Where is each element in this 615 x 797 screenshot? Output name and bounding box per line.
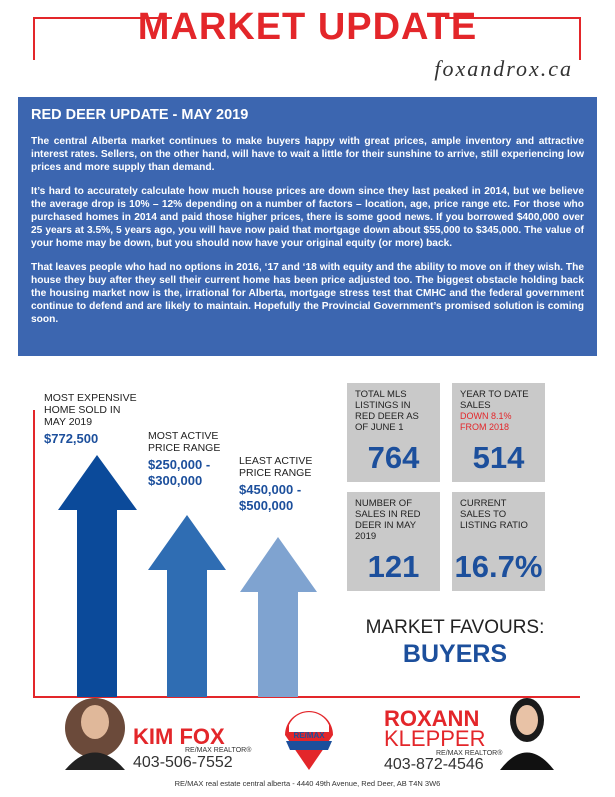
paragraph: That leaves people who had no options in… xyxy=(31,262,584,325)
arrow-caption: MOST ACTIVE PRICE RANGE $250,000 - $300,0… xyxy=(148,430,228,489)
agent-phone: 403-506-7552 xyxy=(133,754,233,771)
arrow-value: $772,500 xyxy=(44,431,99,446)
logo-balloon xyxy=(286,741,332,750)
arrow-value: $450,000 - $500,000 xyxy=(239,482,302,513)
stat-value: 121 xyxy=(367,549,420,584)
agent-title: RE/MAX REALTOR® xyxy=(185,747,252,754)
arrow xyxy=(148,515,226,697)
bracket xyxy=(33,410,580,698)
agent-name: ROXANN xyxy=(384,706,480,731)
stat-box: CURRENT SALES TO LISTING RATIO 16.7% xyxy=(452,492,545,591)
stat-box: YEAR TO DATE SALES DOWN 8.1% FROM 2018 514 xyxy=(452,383,545,482)
arrow-label: MOST EXPENSIVE HOME SOLD IN MAY 2019 xyxy=(44,392,137,428)
stat-value: 514 xyxy=(472,440,525,475)
arrow-value: $250,000 - $300,000 xyxy=(148,457,211,488)
bracket xyxy=(33,17,172,60)
stat-value: 16.7% xyxy=(454,549,543,584)
stat-label: TOTAL MLS LISTINGS IN RED DEER AS OF JUN… xyxy=(355,389,419,433)
arrow xyxy=(240,537,317,697)
logo-text: RE/MAX xyxy=(293,731,325,740)
agent-photo xyxy=(81,705,109,739)
agent-surname: KLEPPER xyxy=(384,726,486,751)
footer: RE/MAX real estate central alberta - 444… xyxy=(174,779,441,788)
stat-box: NUMBER OF SALES IN RED DEER IN MAY 2019 1… xyxy=(347,492,440,591)
arrow-label: MOST ACTIVE PRICE RANGE xyxy=(148,430,221,454)
arrow xyxy=(58,455,137,697)
title: MARKET UPDATE xyxy=(137,6,478,48)
stat-value: 764 xyxy=(367,440,420,475)
arrow-label: LEAST ACTIVE PRICE RANGE xyxy=(239,455,313,479)
logo-balloon xyxy=(289,712,329,732)
stat-note: DOWN 8.1% FROM 2018 xyxy=(460,411,512,432)
heading: RED DEER UPDATE - MAY 2019 xyxy=(31,107,249,123)
update-box: RED DEER UPDATE - MAY 2019 The central A… xyxy=(18,97,597,356)
paragraph: The central Alberta market continues to … xyxy=(31,136,584,173)
stat-label: NUMBER OF SALES IN RED DEER IN MAY 2019 xyxy=(355,498,421,542)
agent-photo xyxy=(65,752,125,770)
bracket xyxy=(445,17,581,60)
stat-label: CURRENT SALES TO LISTING RATIO xyxy=(460,498,528,531)
agent-photo xyxy=(516,705,538,735)
stat-label: YEAR TO DATE SALES xyxy=(460,389,529,411)
brand: foxandrox.ca xyxy=(434,56,573,81)
stat-box: TOTAL MLS LISTINGS IN RED DEER AS OF JUN… xyxy=(347,383,440,482)
agent-photo xyxy=(500,752,554,770)
agent-phone: 403-872-4546 xyxy=(384,756,484,773)
favours-label: MARKET FAVOURS: xyxy=(365,617,545,638)
paragraph: It’s hard to accurately calculate how mu… xyxy=(31,186,584,249)
agent-title: RE/MAX REALTOR® xyxy=(436,750,503,757)
arrow-caption: LEAST ACTIVE PRICE RANGE $450,000 - $500,… xyxy=(239,455,324,514)
arrow-caption: MOST EXPENSIVE HOME SOLD IN MAY 2019 $772… xyxy=(44,392,139,447)
favours-value: BUYERS xyxy=(402,640,508,668)
agent-name: KIM FOX xyxy=(133,724,225,749)
